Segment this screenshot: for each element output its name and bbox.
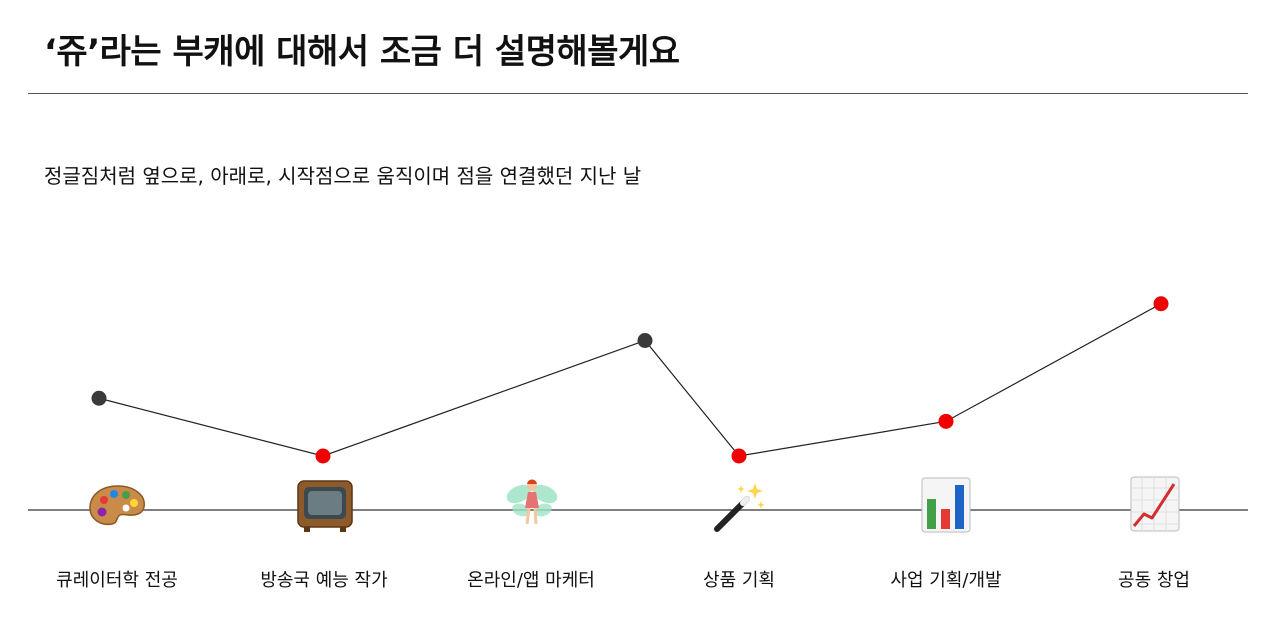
timeline-dot <box>1153 296 1169 312</box>
fairy-icon <box>506 479 558 525</box>
stage-label-business-planning: 사업 기획/개발 <box>890 570 1002 591</box>
subtitle: 정글짐처럼 옆으로, 아래로, 시작점으로 움직이며 점을 연결했던 지난 날 <box>44 164 642 188</box>
bar-chart-icon <box>921 477 971 533</box>
timeline-dot <box>731 448 747 464</box>
magic-wand-icon <box>714 483 765 532</box>
trend-up-icon <box>1130 476 1180 532</box>
title-divider <box>28 93 1248 94</box>
timeline-dot <box>637 333 653 348</box>
stage-label-co-founding: 공동 창업 <box>1118 570 1190 591</box>
page-title: ‘쥬’라는 부캐에 대해서 조금 더 설명해볼게요 <box>44 32 680 72</box>
stage-label-curator-major: 큐레이터학 전공 <box>56 570 178 591</box>
stage-label-online-marketer: 온라인/앱 마케터 <box>467 570 595 591</box>
stage-label-product-planning: 상품 기획 <box>703 570 775 591</box>
stage-label-tv-writer: 방송국 예능 작가 <box>260 570 388 591</box>
palette-icon <box>89 485 145 526</box>
timeline-dot <box>91 390 107 406</box>
timeline-dot <box>315 448 331 464</box>
career-path-line <box>98 303 1162 457</box>
timeline-dot <box>938 413 954 429</box>
tv-icon <box>297 480 353 532</box>
